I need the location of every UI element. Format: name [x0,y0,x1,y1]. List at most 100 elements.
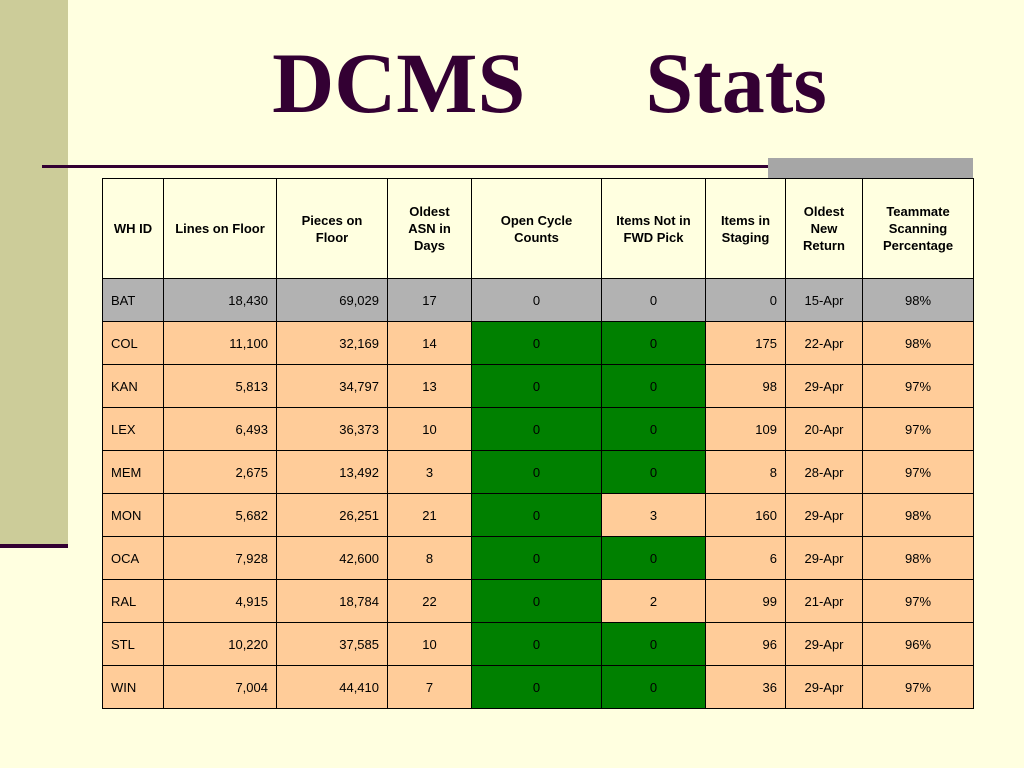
table-cell: MEM [102,450,164,494]
table-cell: 36 [705,665,786,709]
table-row: KAN 5,813 34,797 13 0 0 98 29-Apr 97% [102,364,974,408]
table-cell: 29-Apr [785,622,863,666]
table-cell: 98% [862,278,974,322]
stats-table: WH ID Lines on Floor Pieces on Floor Oldest… [102,178,974,709]
table-cell: 0 [601,536,706,580]
table-cell: 42,600 [276,536,388,580]
table-cell: 17 [387,278,472,322]
title-divider [42,165,772,168]
column-header: Items in Staging [705,178,786,279]
table-cell: 0 [471,665,602,709]
table-cell: LEX [102,407,164,451]
table-cell: 98% [862,321,974,365]
table-row: MEM 2,675 13,492 3 0 0 8 28-Apr 97% [102,450,974,494]
table-header-row: WH ID Lines on Floor Pieces on Floor Oldest… [102,178,974,279]
table-row: RAL 4,915 18,784 22 0 2 99 21-Apr 97% [102,579,974,623]
table-cell: 10 [387,622,472,666]
table-cell: 13,492 [276,450,388,494]
table-cell: 29-Apr [785,536,863,580]
table-cell: 26,251 [276,493,388,537]
table-cell: 109 [705,407,786,451]
table-cell: 99 [705,579,786,623]
table-body: BAT 18,430 69,029 17 0 0 0 15-Apr 98% COL 11,100 32… [102,278,974,709]
table-cell: 14 [387,321,472,365]
table-cell: 10,220 [163,622,277,666]
table-cell: 2,675 [163,450,277,494]
table-cell: 98 [705,364,786,408]
title-word-2: Stats [645,35,827,131]
table-cell: COL [102,321,164,365]
table-cell: 18,430 [163,278,277,322]
table-cell: 175 [705,321,786,365]
table-cell: 4,915 [163,579,277,623]
table-cell: 0 [471,364,602,408]
table-cell: 98% [862,536,974,580]
left-accent-underline [0,544,68,548]
table-cell: 7,928 [163,536,277,580]
table-cell: BAT [102,278,164,322]
table-cell: 0 [471,321,602,365]
table-row: LEX 6,493 36,373 10 0 0 109 20-Apr 97% [102,407,974,451]
table-cell: 34,797 [276,364,388,408]
table-cell: 160 [705,493,786,537]
table-cell: 18,784 [276,579,388,623]
table-cell: 69,029 [276,278,388,322]
table-cell: 0 [601,321,706,365]
table-cell: 29-Apr [785,493,863,537]
table-cell: 0 [471,278,602,322]
table-row: COL 11,100 32,169 14 0 0 175 22-Apr 98% [102,321,974,365]
table-cell: 0 [601,622,706,666]
table-cell: 97% [862,364,974,408]
table-cell: 13 [387,364,472,408]
table-cell: 97% [862,579,974,623]
column-header: Oldest New Return [785,178,863,279]
table-cell: 32,169 [276,321,388,365]
table-cell: 5,813 [163,364,277,408]
table-cell: 0 [471,622,602,666]
table-cell: 5,682 [163,493,277,537]
table-cell: 37,585 [276,622,388,666]
table-cell: KAN [102,364,164,408]
table-cell: 0 [601,364,706,408]
table-cell: 97% [862,450,974,494]
column-header: WH ID [102,178,164,279]
table-cell: 98% [862,493,974,537]
table-cell: 20-Apr [785,407,863,451]
column-header: Pieces on Floor [276,178,388,279]
title-divider-accent [768,158,973,178]
table-cell: RAL [102,579,164,623]
table-cell: 10 [387,407,472,451]
table-cell: 0 [471,579,602,623]
table-row: BAT 18,430 69,029 17 0 0 0 15-Apr 98% [102,278,974,322]
table-cell: 97% [862,407,974,451]
table-cell: 0 [601,278,706,322]
table-cell: 2 [601,579,706,623]
table-cell: 21 [387,493,472,537]
table-cell: 7,004 [163,665,277,709]
table-cell: 6 [705,536,786,580]
table-cell: 8 [387,536,472,580]
table-row: MON 5,682 26,251 21 0 3 160 29-Apr 98% [102,493,974,537]
column-header: Open Cycle Counts [471,178,602,279]
column-header: Oldest ASN in Days [387,178,472,279]
table-cell: 22 [387,579,472,623]
column-header: Items Not in FWD Pick [601,178,706,279]
table-cell: 36,373 [276,407,388,451]
left-accent-bar [0,0,68,544]
table-cell: 15-Apr [785,278,863,322]
table-cell: 0 [705,278,786,322]
table-cell: 96 [705,622,786,666]
title-word-1: DCMS [272,35,526,131]
table-cell: MON [102,493,164,537]
table-cell: STL [102,622,164,666]
table-cell: 3 [601,493,706,537]
table-cell: 0 [601,450,706,494]
table-row: STL 10,220 37,585 10 0 0 96 29-Apr 96% [102,622,974,666]
table-cell: 6,493 [163,407,277,451]
table-cell: 0 [471,493,602,537]
table-cell: 21-Apr [785,579,863,623]
table-cell: 97% [862,665,974,709]
table-row: OCA 7,928 42,600 8 0 0 6 29-Apr 98% [102,536,974,580]
table-cell: 8 [705,450,786,494]
table-cell: 29-Apr [785,364,863,408]
